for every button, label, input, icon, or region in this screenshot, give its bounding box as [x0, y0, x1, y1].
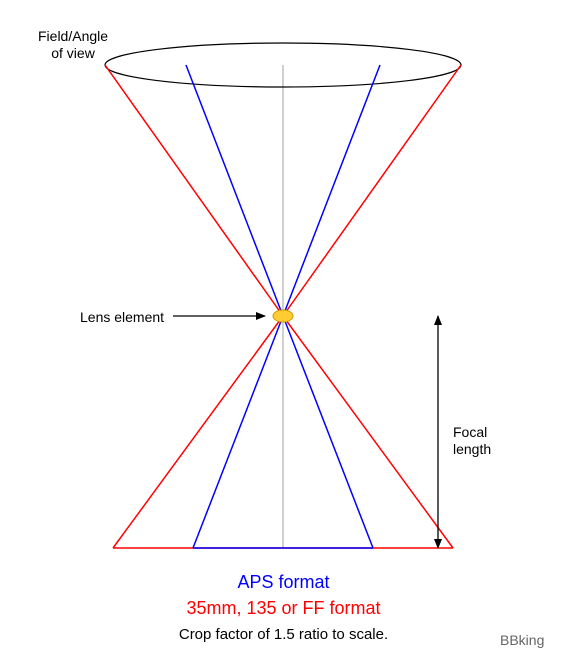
- signature: BBking: [500, 632, 544, 648]
- blue-cone-line-br: [283, 316, 373, 548]
- focal-length-line2: length: [453, 441, 491, 457]
- blue-cone-line-bl: [193, 316, 283, 548]
- red-cone-line-tl: [105, 65, 283, 316]
- blue-cone-line-tr: [283, 65, 380, 316]
- field-of-view-label: Field/Angle of view: [38, 28, 108, 62]
- field-of-view-line2: of view: [51, 45, 95, 61]
- focal-length-line1: Focal: [453, 424, 487, 440]
- red-cone-line-br: [283, 316, 453, 548]
- crop-caption: Crop factor of 1.5 ratio to scale.: [0, 626, 567, 643]
- focal-length-label: Focal length: [453, 424, 491, 458]
- red-cone-line-bl: [113, 316, 283, 548]
- red-cone-line-tr: [283, 65, 461, 316]
- aps-caption: APS format: [0, 572, 567, 593]
- blue-cone-line-tl: [186, 65, 283, 316]
- lens-element-label: Lens element: [80, 309, 164, 326]
- field-of-view-line1: Field/Angle: [38, 28, 108, 44]
- diagram-svg: [0, 0, 567, 661]
- ff-caption: 35mm, 135 or FF format: [0, 598, 567, 619]
- lens-element-icon: [273, 310, 293, 322]
